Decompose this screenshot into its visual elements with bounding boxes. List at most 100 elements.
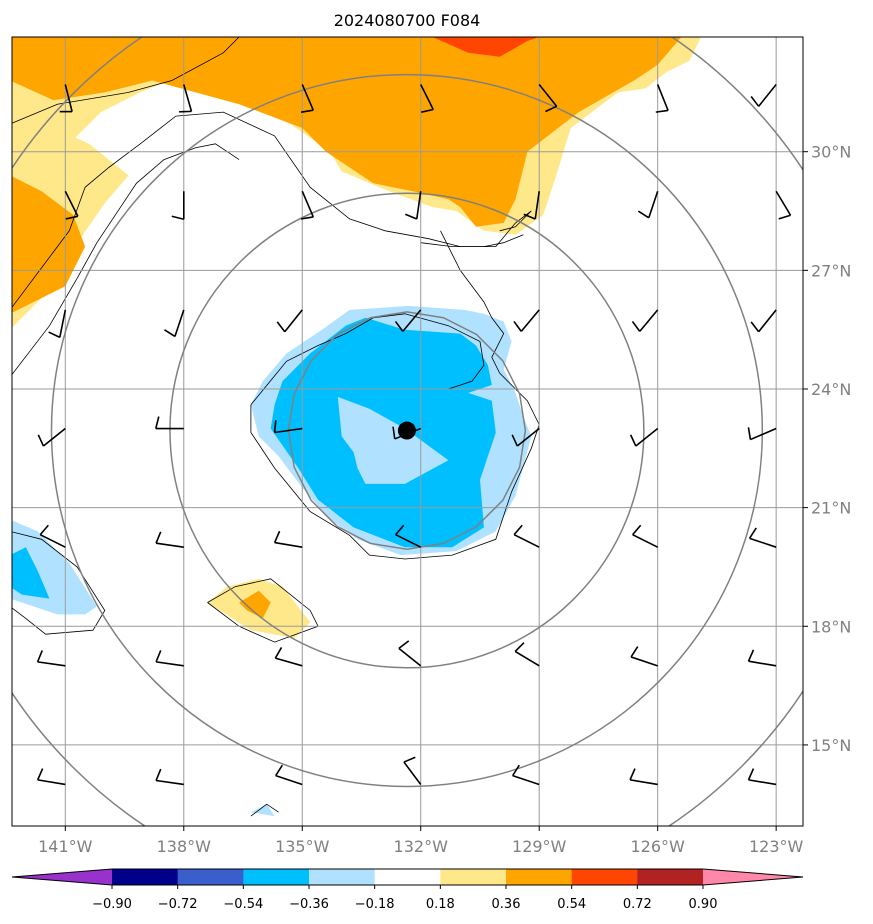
barb-staff <box>630 656 658 667</box>
wind-barb-18 <box>513 309 540 332</box>
colorbar-segment-8 <box>637 869 704 885</box>
barb-staff <box>301 84 315 111</box>
barb-staff <box>516 427 540 447</box>
wind-barb-21 <box>37 427 66 447</box>
barb-flag <box>750 95 760 107</box>
barb-staff <box>632 533 659 548</box>
colorbar-label: −0.72 <box>158 897 198 912</box>
colorbar-label: 0.72 <box>623 897 652 912</box>
range-ring-6deg <box>169 192 645 669</box>
barb-flag <box>513 524 523 536</box>
barb-staff <box>750 427 777 441</box>
coastline-4 <box>250 230 540 560</box>
colorbar-segment-4 <box>374 869 441 885</box>
barb-flag <box>747 768 755 781</box>
barb-flag <box>545 105 558 113</box>
y-tick-label: 30°N <box>811 143 851 162</box>
barb-staff <box>748 779 777 786</box>
wind-barb-37 <box>274 647 303 667</box>
wind-barb-46 <box>511 764 540 786</box>
wind-barb-42 <box>36 768 66 786</box>
barb-staff <box>512 774 540 786</box>
wind-barb-44 <box>275 764 303 786</box>
barb-staff <box>37 779 66 786</box>
wind-barb-32 <box>513 524 540 548</box>
wind-barb-25 <box>511 427 540 447</box>
wind-barb-11 <box>523 191 540 220</box>
wind-barb-16 <box>276 309 303 333</box>
barb-staff <box>403 761 422 785</box>
barb-flag <box>155 650 162 663</box>
colorbar-label: 0.36 <box>492 897 521 912</box>
x-axis: 141°W 138°W 135°W 132°W 129°W 126°W 123°W <box>38 826 804 856</box>
barb-flag <box>629 768 636 781</box>
colorbar-extend-high <box>703 869 803 885</box>
wind-barb-48 <box>747 768 777 786</box>
y-axis: 15°N 18°N 21°N 24°N 27°N 30°N <box>803 143 851 755</box>
barb-flag <box>523 213 536 220</box>
barb-staff <box>174 309 185 337</box>
barb-flag <box>171 215 184 221</box>
colorbar-segment-3 <box>309 869 376 885</box>
coastlines <box>12 37 540 817</box>
barb-staff <box>64 84 73 112</box>
x-tick-label: 123°W <box>749 837 804 856</box>
wind-barb-39 <box>514 642 540 667</box>
chart-title: 2024080700 F084 <box>334 11 481 30</box>
colorbar-label: −0.36 <box>289 897 329 912</box>
barb-staff <box>64 190 79 217</box>
wind-barb-36 <box>155 650 184 667</box>
barb-flag <box>394 320 404 332</box>
barb-flag <box>65 215 79 220</box>
wind-barb-8 <box>171 191 185 221</box>
barb-staff <box>59 309 67 338</box>
barb-flag <box>155 768 162 781</box>
barb-flag <box>630 646 639 658</box>
barb-staff <box>748 660 777 667</box>
barb-flag <box>637 210 650 219</box>
contour-region-5 <box>239 590 271 619</box>
barb-flag <box>36 650 44 663</box>
barb-flag <box>37 434 45 447</box>
wind-barb-38 <box>398 640 422 667</box>
barb-staff <box>284 309 303 333</box>
barb-flag <box>273 420 277 433</box>
y-tick-label: 18°N <box>811 617 851 636</box>
wind-barb-29 <box>155 531 184 548</box>
wind-barb-33 <box>632 524 659 548</box>
colorbar-label: −0.90 <box>92 897 132 912</box>
barb-flag <box>747 649 755 662</box>
plot-area <box>11 36 804 827</box>
wind-barb-45 <box>403 756 422 785</box>
barb-staff <box>635 427 659 447</box>
colorbar-segment-0 <box>112 869 179 885</box>
barb-flag <box>778 214 791 220</box>
wind-barb-9 <box>300 190 315 220</box>
wind-barb-12 <box>637 190 659 219</box>
wind-barb-14 <box>48 309 67 339</box>
barb-flag <box>421 108 434 113</box>
colorbar-label: −0.54 <box>223 897 263 912</box>
barb-staff <box>398 647 422 667</box>
wind-barb-7 <box>64 190 79 220</box>
coastline-8 <box>250 803 279 817</box>
barb-staff <box>656 84 669 111</box>
contour-region-3 <box>12 37 682 227</box>
wind-barbs <box>36 83 792 786</box>
colorbar-segment-5 <box>440 869 507 885</box>
barb-flag <box>155 416 160 429</box>
colorbar-extend-low <box>12 869 112 885</box>
barb-flag <box>629 434 637 447</box>
x-tick-label: 132°W <box>394 837 449 856</box>
barb-staff <box>639 309 659 332</box>
barb-staff <box>395 533 422 548</box>
barb-staff <box>274 427 303 434</box>
barb-staff <box>275 657 303 667</box>
barb-staff <box>534 191 540 220</box>
barb-staff <box>749 537 777 548</box>
center-dot <box>397 421 416 440</box>
barb-flag <box>274 647 283 659</box>
contour-region-11 <box>12 547 50 599</box>
wind-barb-41 <box>747 649 777 667</box>
